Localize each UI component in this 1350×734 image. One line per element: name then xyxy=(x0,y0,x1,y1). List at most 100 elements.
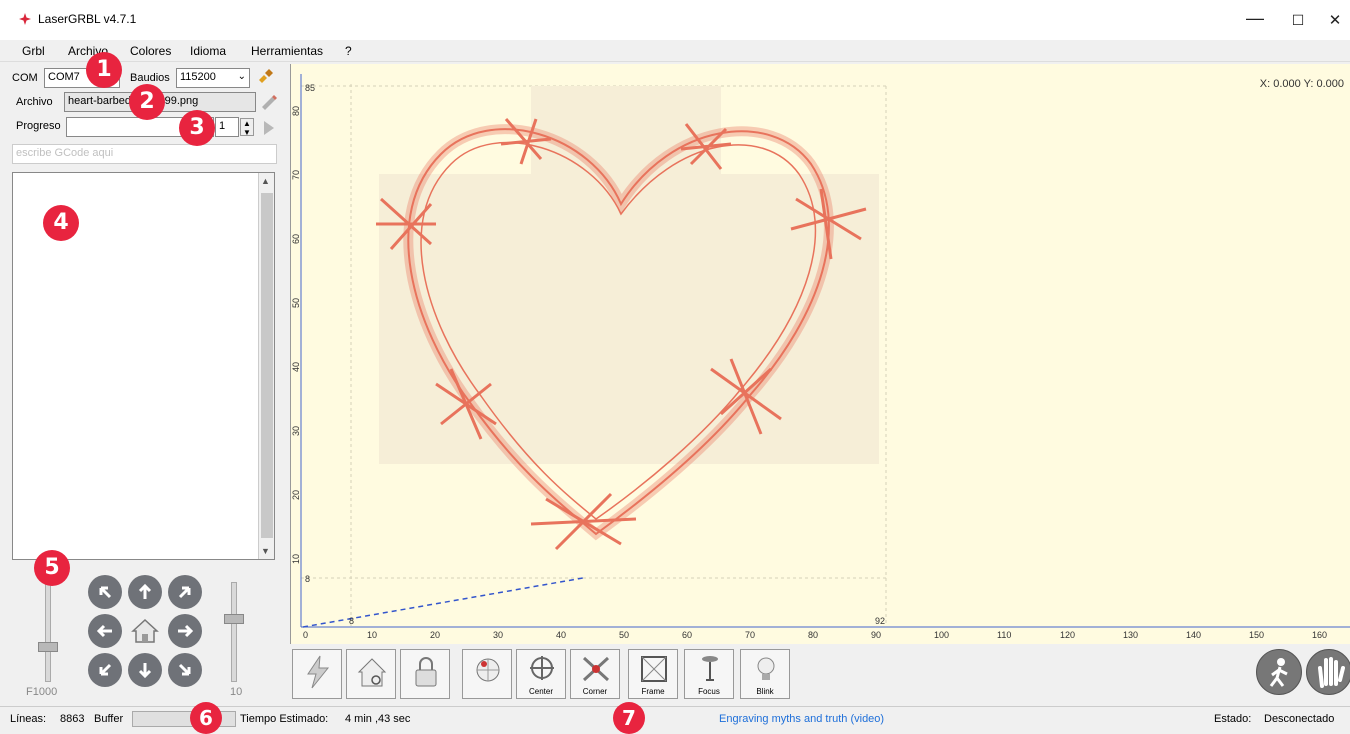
arrow-down-icon xyxy=(138,663,152,679)
y-origin-label: 8 xyxy=(305,574,310,584)
crosshair-icon xyxy=(530,656,554,680)
focus-button[interactable]: Focus xyxy=(684,649,734,699)
x-tick-label: 60 xyxy=(682,630,692,640)
jog-down-right-button[interactable] xyxy=(168,653,202,687)
x-axis-ticks: 0 10 20 30 40 50 60 70 80 90 100 110 120… xyxy=(303,616,1327,640)
lines-count: 8863 xyxy=(60,713,85,725)
jog-up-left-button[interactable] xyxy=(88,575,122,609)
arrow-right-icon xyxy=(178,624,194,638)
engraving-video-link[interactable]: Engraving myths and truth (video) xyxy=(719,713,885,725)
open-file-icon[interactable] xyxy=(260,93,278,111)
step-value: 10 xyxy=(230,686,243,698)
annotation-badge-5: 5 xyxy=(34,550,70,586)
engraving-preview: 0 10 20 30 40 50 60 70 80 90 100 110 120… xyxy=(291,74,1350,640)
scroll-up-icon[interactable]: ▲ xyxy=(261,176,270,186)
center-label: Center xyxy=(528,687,553,696)
x-tick-label: 130 xyxy=(1123,630,1138,640)
x-tick-label: 120 xyxy=(1060,630,1075,640)
jog-down-button[interactable] xyxy=(128,653,162,687)
console-scrollbar[interactable]: ▲ ▼ xyxy=(258,173,274,559)
title-bar: LaserGRBL v4.7.1 — ☐ ✕ xyxy=(0,0,1350,40)
minimize-button[interactable]: — xyxy=(1246,8,1264,28)
chevron-down-icon: ⌄ xyxy=(237,71,246,82)
file-label: Archivo xyxy=(16,96,53,108)
window-title: LaserGRBL v4.7.1 xyxy=(38,12,137,26)
annotation-badge-7: 7 xyxy=(613,702,645,734)
frame-button[interactable]: Frame xyxy=(628,649,678,699)
annotation-badge-2: 2 xyxy=(129,84,165,120)
connect-icon[interactable] xyxy=(256,68,274,86)
progress-label: Progreso xyxy=(16,120,61,132)
status-bar: Líneas: 8863 Buffer Tiempo Estimado: 4 m… xyxy=(0,706,1350,732)
preview-canvas[interactable]: X: 0.000 Y: 0.000 0 10 xyxy=(290,64,1350,644)
control-panel: COM COM7 Baudios 115200 ⌄ Archivo heart-… xyxy=(0,62,287,707)
close-button[interactable]: ✕ xyxy=(1328,12,1342,29)
baud-rate-select[interactable]: 115200 ⌄ xyxy=(176,68,250,88)
home-icon xyxy=(131,618,159,643)
x-origin-label: 8 xyxy=(349,616,354,626)
center-button[interactable]: Center xyxy=(516,649,566,699)
baud-label: Baudios xyxy=(130,72,170,84)
y-tick-label: 70 xyxy=(291,170,301,180)
state-label: Estado: xyxy=(1214,713,1252,725)
reset-grbl-button[interactable] xyxy=(292,649,342,699)
passes-stepper[interactable]: 1 xyxy=(215,117,239,137)
y-tick-label: 80 xyxy=(291,106,301,116)
menu-colores[interactable]: Colores xyxy=(130,44,172,58)
play-icon[interactable] xyxy=(260,119,278,137)
step-slider-track[interactable] xyxy=(231,582,237,682)
x-tick-label: 110 xyxy=(997,630,1011,640)
jog-up-button[interactable] xyxy=(128,575,162,609)
scroll-thumb[interactable] xyxy=(261,193,273,538)
y-axis-ticks: 8 10 20 30 40 50 60 70 80 85 xyxy=(291,83,315,584)
scroll-down-icon[interactable]: ▼ xyxy=(261,546,270,556)
step-slider-thumb[interactable] xyxy=(224,614,244,624)
arrow-left-icon xyxy=(96,624,112,638)
baud-rate-value: 115200 xyxy=(180,71,216,83)
arrow-up-icon xyxy=(138,583,152,599)
focus-label: Focus xyxy=(698,687,720,696)
corner-label: Corner xyxy=(582,687,608,696)
speed-slider-thumb[interactable] xyxy=(38,642,58,652)
menu-grbl[interactable]: Grbl xyxy=(22,44,45,58)
x-tick-label: 150 xyxy=(1249,630,1264,640)
jog-left-button[interactable] xyxy=(88,614,122,648)
y-tick-label: 40 xyxy=(291,362,301,372)
unlock-button[interactable] xyxy=(400,649,450,699)
speed-slider-track[interactable] xyxy=(45,582,51,682)
blink-button[interactable]: Blink xyxy=(740,649,790,699)
set-zero-button[interactable] xyxy=(462,649,512,699)
feed-hold-button[interactable] xyxy=(1306,649,1350,695)
barb-group xyxy=(376,118,867,551)
jog-up-right-button[interactable] xyxy=(168,575,202,609)
jog-down-left-button[interactable] xyxy=(88,653,122,687)
buffer-label: Buffer xyxy=(94,713,124,725)
frame-label: Frame xyxy=(641,687,665,696)
gcode-command-input[interactable]: escribe GCode aqui xyxy=(12,144,277,164)
menu-help[interactable]: ? xyxy=(345,44,352,58)
x-tick-label: 90 xyxy=(871,630,881,640)
lines-label: Líneas: xyxy=(10,713,47,725)
lightbulb-icon xyxy=(757,657,775,680)
y-tick-label: 30 xyxy=(291,426,301,436)
x-tick-label: 20 xyxy=(430,630,440,640)
connection-state: Desconectado xyxy=(1264,713,1335,725)
passes-spinner[interactable]: ▲ ▼ xyxy=(240,118,254,137)
frame-icon xyxy=(641,656,667,682)
menu-idioma[interactable]: Idioma xyxy=(190,44,227,58)
maximize-button[interactable]: ☐ xyxy=(1291,12,1305,28)
speed-value: F1000 xyxy=(26,686,58,698)
console-log: ▲ ▼ xyxy=(12,172,275,560)
x-tick-label: 50 xyxy=(619,630,629,640)
annotation-badge-6: 6 xyxy=(190,702,222,734)
jog-home-button[interactable] xyxy=(128,614,162,648)
y-extent-label: 85 xyxy=(305,83,315,93)
corner-button[interactable]: Corner xyxy=(570,649,620,699)
jog-right-button[interactable] xyxy=(168,614,202,648)
homing-button[interactable] xyxy=(346,649,396,699)
lock-icon xyxy=(415,657,437,687)
stop-hand-icon xyxy=(1318,657,1345,688)
y-tick-label: 50 xyxy=(291,298,301,308)
resume-button[interactable] xyxy=(1256,649,1302,695)
menu-herramientas[interactable]: Herramientas xyxy=(251,44,324,58)
